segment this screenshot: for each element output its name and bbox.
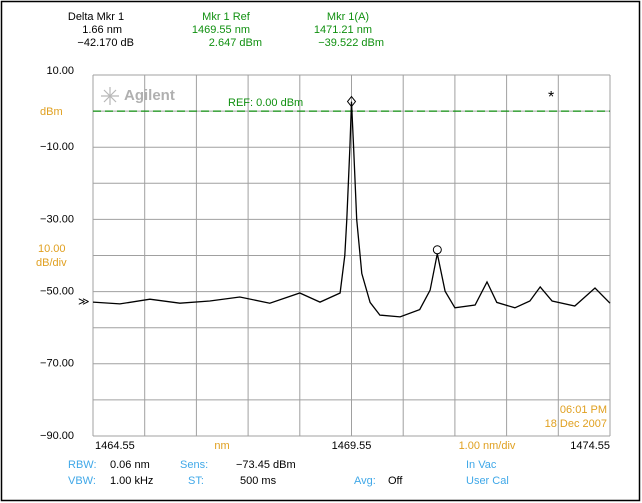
readout-title: Delta Mkr 1	[68, 11, 124, 23]
logo	[101, 87, 119, 105]
x-tick-label: 1469.55	[332, 440, 372, 452]
x-tick-label: 1464.55	[95, 440, 135, 452]
y-unit: dBm	[40, 106, 63, 118]
logo-text: Agilent	[124, 87, 175, 104]
setting-value: 500 ms	[240, 475, 277, 487]
marker	[432, 245, 442, 255]
readout-value: 1471.21 nm	[314, 24, 372, 36]
y-tick-label: −50.00	[40, 286, 74, 298]
x-scale: 1.00 nm/div	[459, 440, 516, 452]
trace	[92, 101, 611, 318]
setting-label: In Vac	[466, 459, 497, 471]
asterisk: *	[548, 89, 554, 106]
y-tick-label: −90.00	[40, 430, 74, 442]
setting-value: Off	[388, 475, 403, 487]
reference-label: REF: 0.00 dBm	[228, 97, 303, 109]
readout-title: Mkr 1 Ref	[202, 11, 251, 23]
setting-label: VBW:	[68, 475, 96, 487]
date: 18 Dec 2007	[545, 418, 607, 430]
setting-label: Sens:	[180, 459, 208, 471]
y-tick-label: −10.00	[40, 141, 74, 153]
y-tick-label: 10.00	[46, 65, 74, 77]
y-scale-unit: dB/div	[36, 257, 67, 269]
setting-label: User Cal	[466, 475, 509, 487]
readout-value: −42.170 dB	[77, 37, 134, 49]
readout-value: 1469.55 nm	[192, 24, 250, 36]
setting-label: RBW:	[68, 459, 97, 471]
x-unit: nm	[214, 440, 229, 452]
x-tick-label: 1474.55	[570, 440, 610, 452]
setting-value: −73.45 dBm	[236, 459, 296, 471]
y-tick-label: −30.00	[40, 213, 74, 225]
readout-value: 2.647 dBm	[209, 37, 262, 49]
setting-label: ST:	[188, 475, 204, 487]
readout-value: 1.66 nm	[82, 24, 122, 36]
marker	[346, 95, 357, 108]
setting-value: 0.06 nm	[110, 459, 150, 471]
setting-value: 1.00 kHz	[110, 475, 153, 487]
level-indicator: ≫	[78, 296, 90, 308]
y-tick-label: −70.00	[40, 358, 74, 370]
setting-label: Avg:	[354, 475, 376, 487]
readout-title: Mkr 1(A)	[327, 11, 369, 23]
y-scale: 10.00	[38, 243, 66, 255]
readout-value: −39.522 dBm	[318, 37, 384, 49]
time: 06:01 PM	[560, 404, 607, 416]
